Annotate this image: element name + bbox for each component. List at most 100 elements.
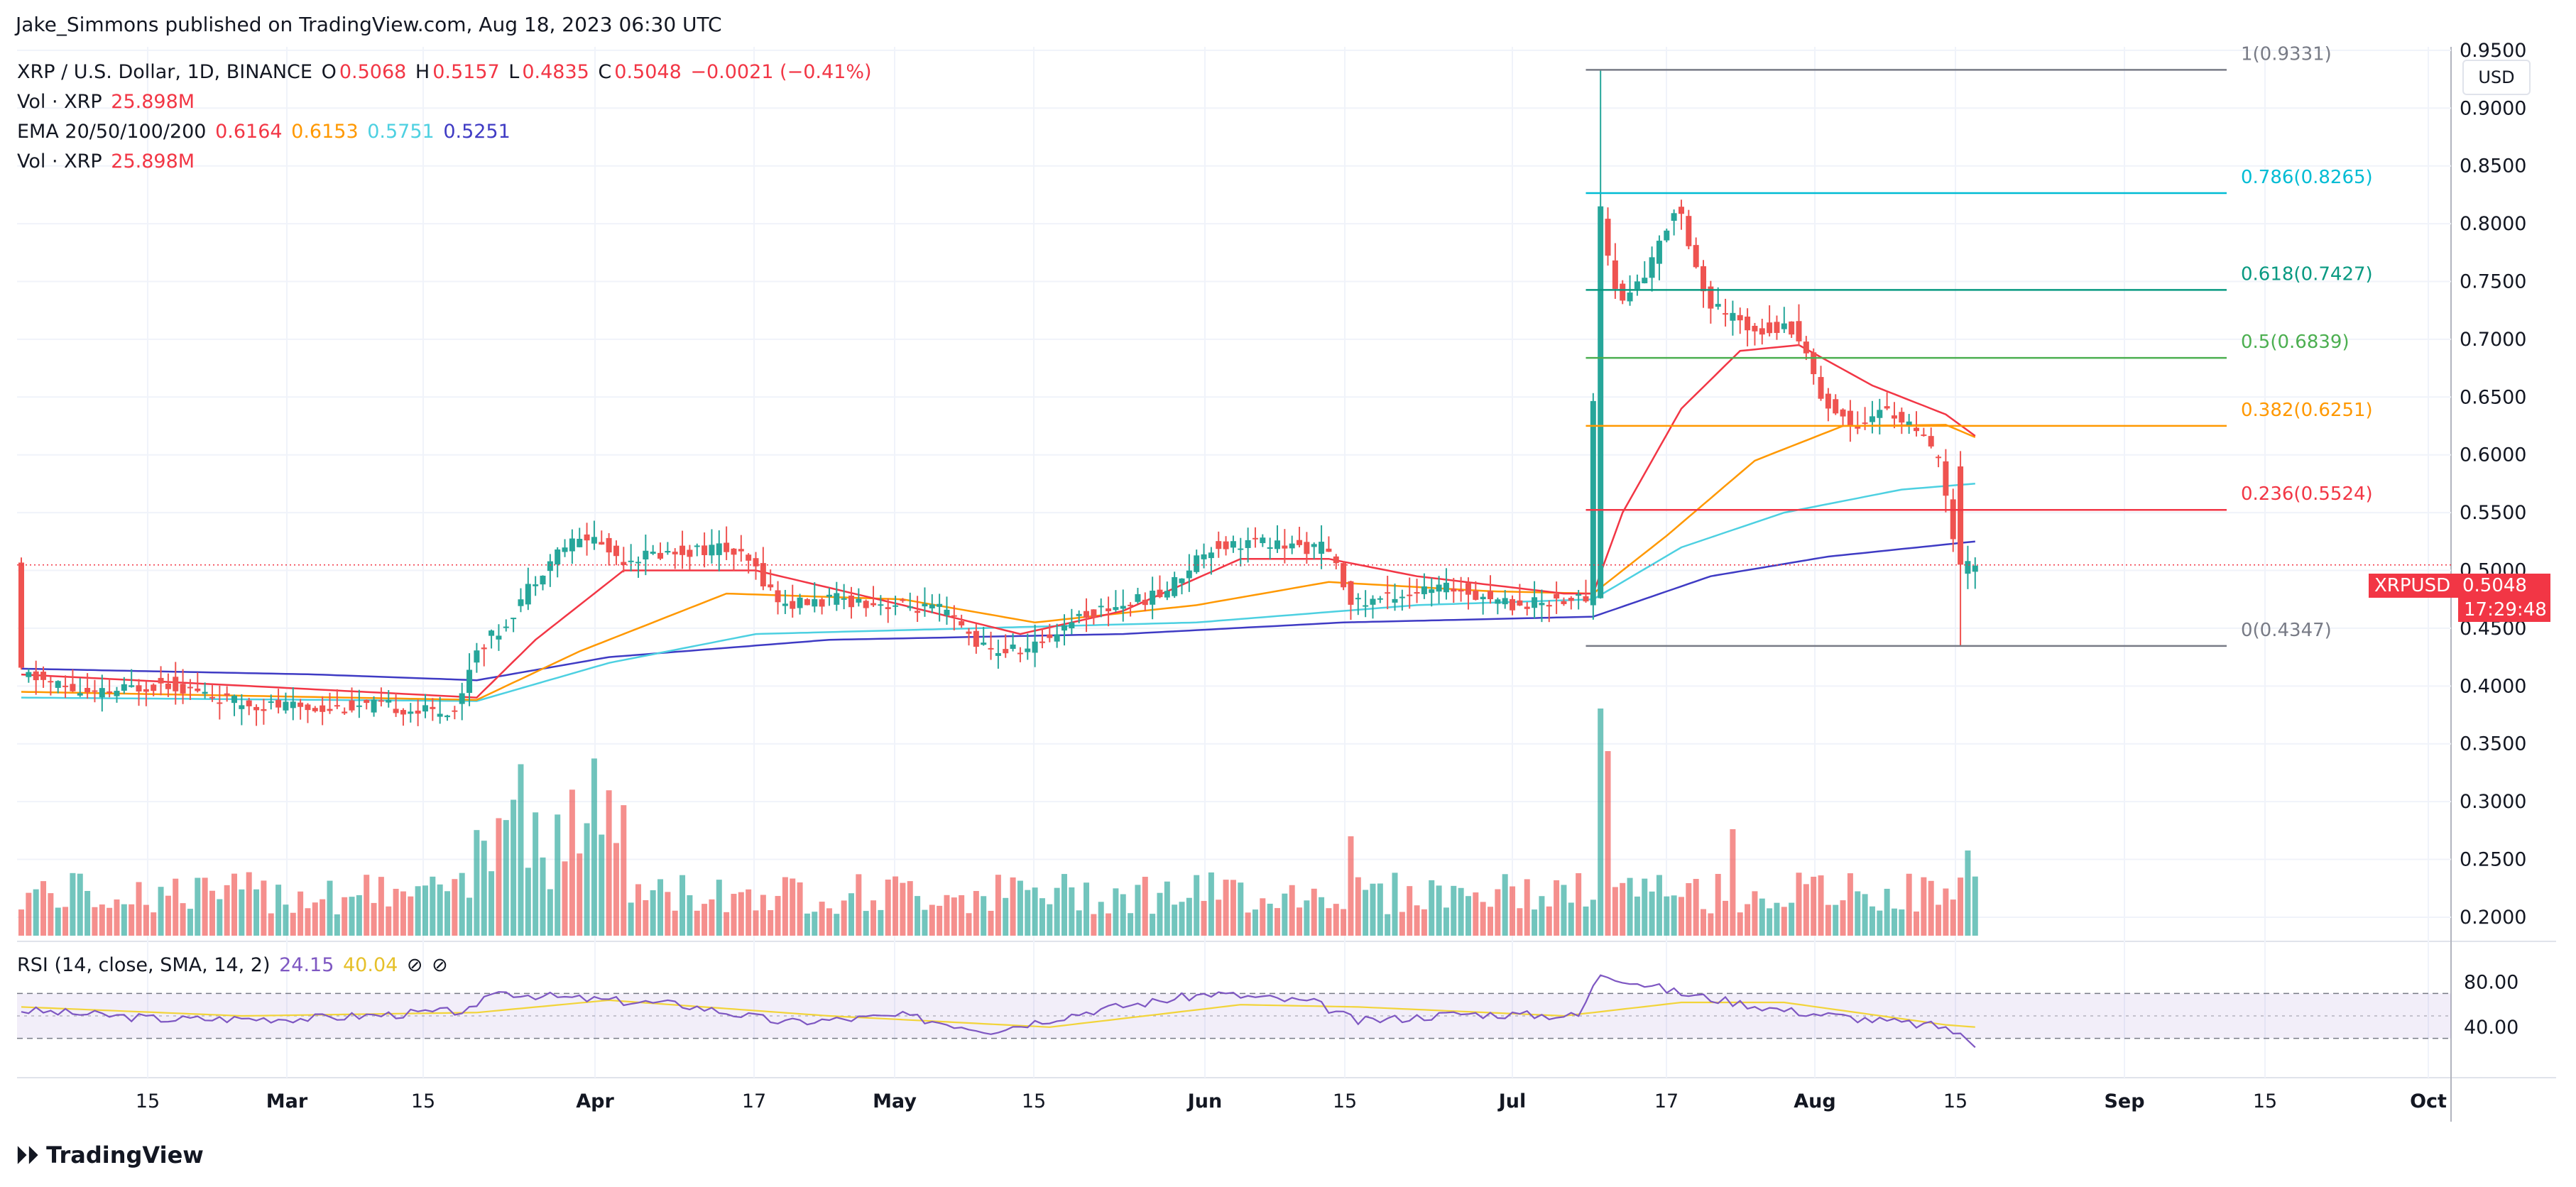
volume-bar [334, 914, 340, 936]
rsi-tick-label: 40.00 [2464, 1017, 2518, 1039]
candle-body [1943, 461, 1949, 496]
rsi-label[interactable]: RSI (14, close, SMA, 14, 2) [17, 954, 271, 976]
volume-bar [937, 905, 943, 936]
candle [393, 692, 399, 717]
candle [268, 694, 274, 710]
candle [893, 596, 899, 616]
volume-bar [1414, 905, 1420, 936]
candle-body [202, 691, 208, 694]
tradingview-logo[interactable]: ⏵⏵ TradingView [16, 1142, 204, 1169]
volume-bar [1223, 880, 1229, 936]
candle-body [937, 603, 943, 607]
candle [547, 554, 553, 587]
candle [1333, 554, 1339, 569]
volume-bar [1767, 908, 1773, 936]
volume-bar [606, 790, 612, 936]
volume-bar [1891, 908, 1897, 936]
legend-vol1-row: Vol · XRP 25.898M [17, 91, 197, 113]
candle-body [114, 691, 120, 696]
candle-body [569, 538, 575, 552]
candle [1715, 287, 1721, 310]
candle-body [856, 598, 862, 603]
candle-body [1840, 409, 1846, 417]
volume-bar [1216, 899, 1222, 936]
ema-label[interactable]: EMA 20/50/100/200 [17, 121, 207, 143]
ohlc-o-key: O [321, 61, 337, 83]
candle-body [1304, 542, 1310, 554]
candle [907, 592, 913, 611]
candle-body [841, 598, 847, 600]
candle-body [1774, 322, 1780, 333]
candle [121, 677, 127, 694]
vol1-label[interactable]: Vol · XRP [17, 91, 102, 113]
candle [577, 527, 583, 547]
visibility-icon[interactable]: ⊘ [406, 954, 423, 976]
candle-body [635, 562, 641, 564]
candle-body [1179, 578, 1185, 584]
candle [202, 682, 208, 699]
ema200-line [21, 540, 1975, 682]
candle [107, 678, 113, 698]
volume-bar [922, 909, 928, 936]
candle [650, 545, 656, 555]
candle-body [92, 690, 98, 692]
visibility-icon-2[interactable]: ⊘ [432, 954, 448, 976]
candle-body [1554, 594, 1560, 599]
candle [1796, 304, 1802, 346]
volume-bar [533, 812, 539, 936]
candle-body [540, 575, 546, 585]
candle-body [951, 615, 957, 617]
candle [1150, 576, 1156, 620]
legend-vol2-row: Vol · XRP 25.898M [17, 151, 197, 173]
currency-button[interactable]: USD [2462, 60, 2531, 95]
candle [1811, 348, 1817, 385]
candle-body [1855, 426, 1861, 429]
legend-symbol[interactable]: XRP / U.S. Dollar, 1D, BINANCE [17, 61, 312, 83]
candle-body [195, 688, 201, 691]
volume-bar [1458, 887, 1464, 936]
candle [386, 690, 392, 708]
volume-bar [511, 799, 517, 936]
candle-body [988, 647, 994, 650]
vol2-label[interactable]: Vol · XRP [17, 151, 102, 173]
candle [657, 542, 664, 560]
volume-bar [1605, 751, 1611, 936]
candle-body [1385, 592, 1391, 594]
candle-body [1230, 541, 1236, 548]
candle [1135, 588, 1141, 604]
y-tick-label: 0.4000 [2460, 675, 2526, 697]
candle [253, 704, 260, 726]
x-tick-label: Mar [266, 1090, 308, 1112]
candle-body [1150, 591, 1156, 605]
candle [364, 699, 370, 710]
candle-body [62, 685, 69, 687]
candle [1392, 583, 1398, 611]
volume-bar [1936, 904, 1942, 936]
candle-body [665, 551, 671, 553]
volume-bar [1436, 885, 1442, 936]
volume-bar [1840, 900, 1846, 936]
volume-bar [1113, 888, 1119, 936]
candle [1245, 527, 1251, 563]
brand-name: TradingView [46, 1142, 204, 1169]
volume-bar [342, 897, 348, 936]
candle [1723, 298, 1729, 327]
volume-bar [790, 878, 796, 936]
volume-bar [136, 882, 142, 936]
candle [1510, 595, 1516, 616]
candle [496, 624, 502, 651]
candle [1524, 602, 1530, 616]
candle-body [915, 611, 921, 613]
candle [1928, 427, 1934, 449]
candle [694, 543, 700, 557]
volume-bar [33, 889, 39, 936]
candle [540, 575, 546, 591]
volume-bar [915, 896, 921, 936]
candle-body [1759, 328, 1765, 335]
candle-body [466, 669, 473, 693]
candle-body [422, 705, 428, 712]
candle-body [1333, 556, 1339, 564]
candle-body [1297, 540, 1303, 545]
candle-body [1010, 644, 1016, 649]
